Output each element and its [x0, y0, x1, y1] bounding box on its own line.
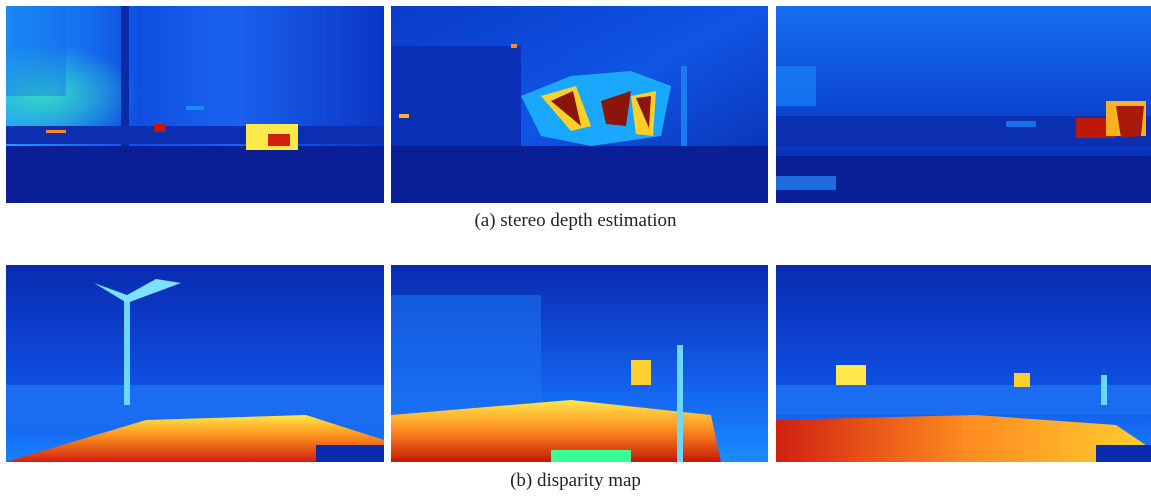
caption-a: (a) stereo depth estimation: [474, 210, 677, 231]
disparity-image-1: [6, 265, 384, 462]
disparity-image-3: [776, 265, 1151, 462]
caption-b: (b) disparity map: [510, 470, 641, 491]
stereo-depth-image-2: [391, 6, 768, 203]
stereo-depth-image-1: [6, 6, 384, 203]
stereo-depth-image-3: [776, 6, 1151, 203]
disparity-image-2: [391, 265, 768, 462]
